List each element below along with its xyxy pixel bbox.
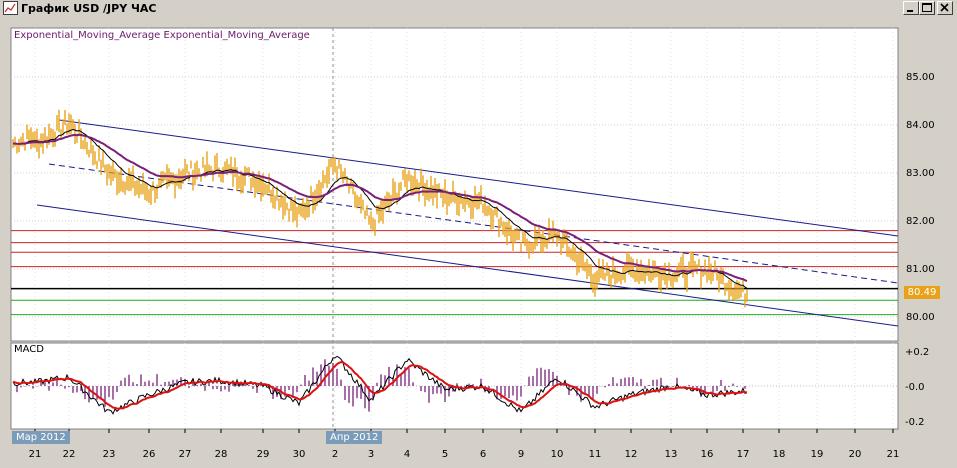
close-button[interactable] <box>937 1 953 15</box>
x-tick-label: 20 <box>849 449 862 460</box>
macd-label: MACD <box>14 344 44 355</box>
main-chart-layer <box>11 28 899 429</box>
macd-y-tick-label: +0.2 <box>905 347 929 358</box>
month-tag: Апр 2012 <box>326 431 383 444</box>
x-tick-label: 30 <box>293 449 306 460</box>
window-title: График USD /JPY ЧАС <box>21 2 157 15</box>
y-tick-label: 82.00 <box>906 216 935 227</box>
x-tick-label: 3 <box>368 449 374 460</box>
x-tick-label: 2 <box>332 449 338 460</box>
indicator-label: Exponential_Moving_Average Exponential_M… <box>14 30 310 41</box>
x-tick-label: 28 <box>215 449 228 460</box>
x-tick-label: 4 <box>404 449 410 460</box>
month-tag: Мар 2012 <box>12 431 70 444</box>
close-icon <box>940 3 949 12</box>
x-tick-label: 21 <box>29 449 42 460</box>
ema-short-line <box>12 128 748 289</box>
minimize-button[interactable] <box>903 1 919 15</box>
minimize-icon <box>907 10 913 12</box>
x-tick-label: 18 <box>773 449 786 460</box>
channel-lower-line <box>36 204 899 327</box>
title-bar: График USD /JPY ЧАС <box>0 0 957 17</box>
y-tick-label: 80.00 <box>906 312 935 323</box>
x-tick-label: 26 <box>143 449 156 460</box>
y-tick-label: 84.00 <box>906 120 935 131</box>
y-tick-label: 81.00 <box>906 264 935 275</box>
x-tick-label: 22 <box>63 449 76 460</box>
channel-upper-line <box>58 119 899 237</box>
macd-y-tick-label: -0.0 <box>905 382 925 393</box>
x-tick-label: 13 <box>665 449 678 460</box>
macd-y-tick-label: -0.2 <box>905 417 925 428</box>
chart-canvas[interactable]: 21 22 23 26 27 28 29 30 2 3 4 5 6 9 10 11 12 13 16 17 18 19 20… <box>9 27 950 464</box>
x-tick-label: 21 <box>887 449 900 460</box>
x-tick-label: 17 <box>737 449 750 460</box>
maximize-button[interactable] <box>919 1 935 15</box>
x-tick-label: 9 <box>518 449 524 460</box>
current-price-tag: 80.49 <box>904 286 940 299</box>
x-tick-label: 5 <box>442 449 448 460</box>
x-tick-label: 29 <box>257 449 270 460</box>
macd-layer <box>11 343 898 429</box>
x-tick-label: 23 <box>103 449 116 460</box>
x-tick-label: 19 <box>811 449 824 460</box>
y-tick-label: 85.00 <box>906 72 935 83</box>
x-tick-label: 16 <box>701 449 714 460</box>
main-chart-panel <box>10 27 899 342</box>
x-axis: 21 22 23 26 27 28 29 30 2 3 4 5 6 9 10 11 12 13 16 17 18 19 20… <box>29 429 900 460</box>
x-tick-label: 27 <box>179 449 192 460</box>
chart-app-icon <box>3 1 18 15</box>
x-tick-label: 11 <box>589 449 602 460</box>
x-tick-label: 6 <box>480 449 486 460</box>
y-tick-label: 83.00 <box>906 168 935 179</box>
macd-signal-line <box>12 361 748 410</box>
x-tick-label: 12 <box>625 449 638 460</box>
ema-long-line <box>12 133 748 282</box>
maximize-icon <box>922 3 932 12</box>
x-tick-label: 10 <box>551 449 564 460</box>
channel-mid-line <box>48 163 899 284</box>
